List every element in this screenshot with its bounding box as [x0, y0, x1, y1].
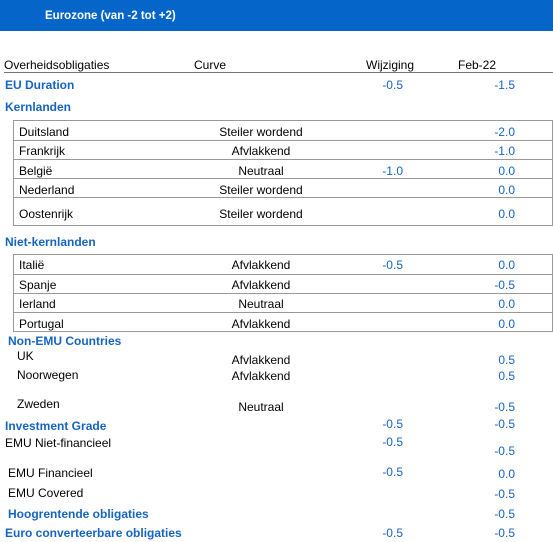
feb22-value: 0.5 [498, 353, 515, 367]
feb22-value: 0.0 [498, 258, 515, 272]
change-value: -0.5 [382, 465, 403, 479]
curve-value: Steiler wordend [219, 183, 303, 197]
group-top-border [13, 254, 553, 255]
row-border [13, 197, 14, 225]
curve-value: Afvlakkend [231, 144, 291, 158]
change-value: -0.5 [382, 435, 403, 449]
row-label: EMU Niet-financieel [5, 436, 112, 450]
curve-value: Afvlakkend [231, 278, 291, 292]
row-divider [13, 293, 553, 294]
feb22-value: 0.0 [498, 207, 515, 221]
curve-value: Afvlakkend [231, 353, 291, 367]
row-border [13, 159, 14, 178]
group-top-border [13, 120, 553, 121]
row-label: UK [17, 349, 34, 363]
section-label: Kernlanden [5, 100, 72, 114]
title-banner: Eurozone (van -2 tot +2) [0, 0, 553, 31]
row-divider [13, 178, 553, 179]
column-header-change: Wijziging [366, 58, 415, 72]
feb22-value: 0.0 [498, 467, 515, 481]
row-border [13, 293, 14, 312]
section-label: Hoogrentende obligaties [8, 507, 149, 521]
section-label: Non-EMU Countries [8, 334, 122, 348]
row-divider [13, 225, 553, 226]
header-underline [4, 72, 553, 73]
row-divider [13, 331, 553, 332]
section-label: EU Duration [5, 78, 75, 92]
column-header-curve: Curve [194, 58, 227, 72]
feb22-value: 0.0 [498, 183, 515, 197]
row-divider [13, 274, 553, 275]
feb22-value: 0.0 [498, 164, 515, 178]
curve-value: Neutraal [238, 400, 284, 414]
row-label: Ierland [19, 297, 56, 311]
feb22-value: -0.5 [494, 526, 515, 540]
row-label: Nederland [19, 183, 75, 197]
change-value: -0.5 [382, 78, 403, 92]
row-border [13, 274, 14, 293]
row-border [13, 178, 14, 197]
change-value: -0.5 [382, 258, 403, 272]
curve-value: Steiler wordend [219, 207, 303, 221]
section-label: Euro converteerbare obligaties [5, 526, 182, 540]
feb22-value: -1.0 [494, 144, 515, 158]
row-label: Oostenrijk [19, 207, 74, 221]
feb22-value: -0.5 [494, 507, 515, 521]
curve-value: Steiler wordend [219, 125, 303, 139]
feb22-value: -0.5 [494, 400, 515, 414]
feb22-value: 0.0 [498, 317, 515, 331]
feb22-value: -2.0 [494, 125, 515, 139]
table-title: Eurozone (van -2 tot +2) [45, 10, 176, 22]
row-label: EMU Covered [8, 486, 84, 500]
row-label: Portugal [19, 317, 64, 331]
curve-value: Afvlakkend [231, 369, 291, 383]
row-label: Italië [19, 258, 45, 272]
feb22-value: 0.0 [498, 297, 515, 311]
row-divider [13, 159, 553, 160]
change-value: -0.5 [382, 526, 403, 540]
row-border [13, 254, 14, 274]
row-divider [13, 197, 553, 198]
feb22-value: 0.5 [498, 369, 515, 383]
feb22-value: -0.5 [494, 487, 515, 501]
change-value: -0.5 [382, 417, 403, 431]
row-divider [13, 140, 553, 141]
row-border [13, 120, 14, 140]
row-label: Noorwegen [17, 368, 79, 382]
curve-value: Afvlakkend [231, 317, 291, 331]
curve-value: Afvlakkend [231, 258, 291, 272]
column-header-date: Feb-22 [458, 58, 497, 72]
feb22-value: -1.5 [494, 78, 515, 92]
row-label: Frankrijk [19, 144, 66, 158]
curve-value: Neutraal [238, 164, 284, 178]
row-divider [13, 312, 553, 313]
feb22-value: -0.5 [494, 444, 515, 458]
section-label: Niet-kernlanden [5, 235, 96, 249]
row-label: Duitsland [19, 125, 70, 139]
curve-value: Neutraal [238, 297, 284, 311]
row-label: België [19, 164, 53, 178]
section-label: Investment Grade [5, 419, 107, 433]
row-border [13, 140, 14, 159]
change-value: -1.0 [382, 164, 403, 178]
feb22-value: -0.5 [494, 417, 515, 431]
column-header-name: Overheidsobligaties [4, 58, 110, 72]
row-label: Spanje [19, 278, 57, 292]
row-label: EMU Financieel [8, 466, 93, 480]
row-border [13, 312, 14, 331]
row-label: Zweden [17, 397, 60, 411]
feb22-value: -0.5 [494, 278, 515, 292]
